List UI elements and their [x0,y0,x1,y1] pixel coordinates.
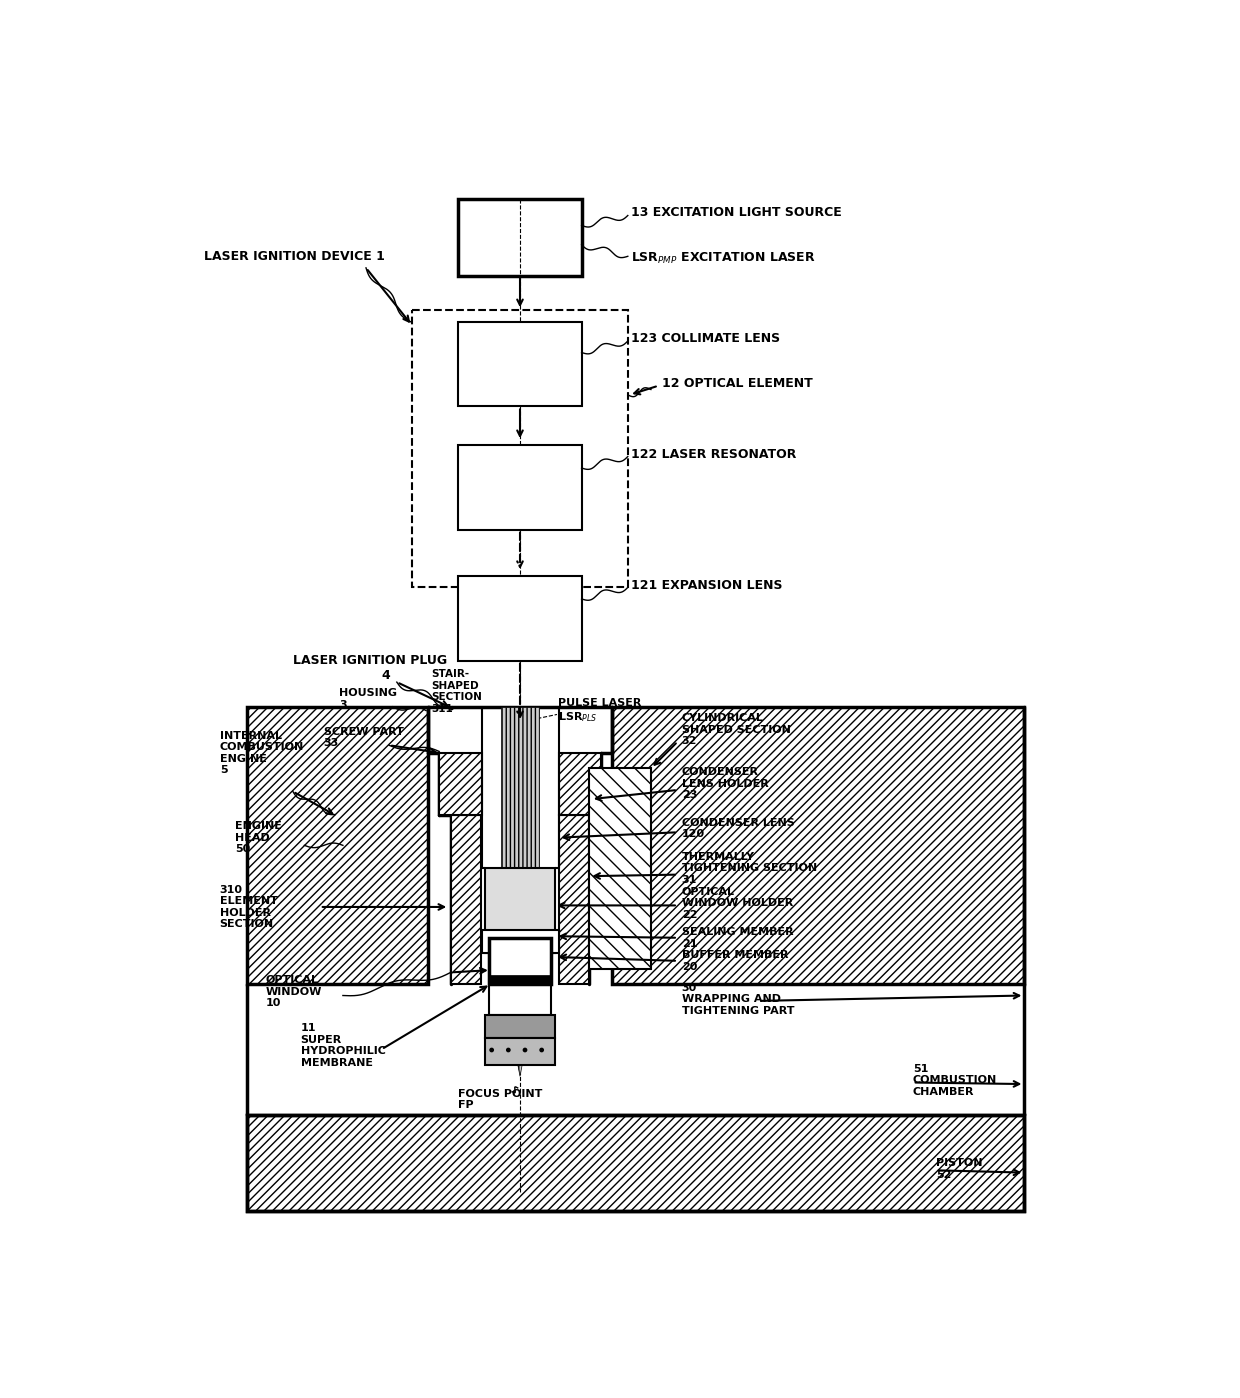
Text: CONDENSER
LENS HOLDER
23: CONDENSER LENS HOLDER 23 [682,768,769,801]
Text: LASER IGNITION DEVICE 1: LASER IGNITION DEVICE 1 [205,250,386,263]
Bar [490,953,551,1015]
Bar [459,199,582,275]
Bar [589,769,651,969]
Text: INTERNAL
COMBUSTION
ENGINE
5: INTERNAL COMBUSTION ENGINE 5 [219,731,304,776]
Polygon shape [501,974,539,1076]
Text: OPTICAL
WINDOW
10: OPTICAL WINDOW 10 [265,974,322,1008]
Text: PULSE LASER
LSR$_{PLS}$: PULSE LASER LSR$_{PLS}$ [558,698,642,724]
Polygon shape [247,707,428,984]
Text: ENGINE
HEAD
50: ENGINE HEAD 50 [236,821,281,854]
Text: LSR$_{PMP}$ EXCITATION LASER: LSR$_{PMP}$ EXCITATION LASER [631,252,816,266]
Bar [459,322,582,407]
Bar [247,1114,1024,1211]
Bar [485,1015,554,1037]
Text: CONDENSER LENS
120: CONDENSER LENS 120 [682,818,795,839]
Text: 13 EXCITATION LIGHT SOURCE: 13 EXCITATION LIGHT SOURCE [631,206,842,219]
Bar [485,868,554,953]
Bar [439,754,481,815]
Text: 11
SUPER
HYDROPHILIC
MEMBRANE: 11 SUPER HYDROPHILIC MEMBRANE [300,1023,386,1068]
Text: 12 OPTICAL ELEMENT: 12 OPTICAL ELEMENT [662,377,812,390]
Text: PISTON
52: PISTON 52 [936,1158,982,1180]
Bar [412,310,627,587]
Bar [459,576,582,661]
Polygon shape [613,707,1024,984]
Text: CYLINDRICAL
SHAPED SECTION
32: CYLINDRICAL SHAPED SECTION 32 [682,713,791,747]
Bar [481,930,558,953]
Text: 30
WRAPPING AND
TIGHTENING PART: 30 WRAPPING AND TIGHTENING PART [682,983,794,1016]
Bar [450,815,481,984]
Text: SEALING MEMBER
21: SEALING MEMBER 21 [682,927,794,949]
Bar [247,1114,1024,1211]
Text: 123 COLLIMATE LENS: 123 COLLIMATE LENS [631,333,780,345]
Text: BUFFER MEMBER
20: BUFFER MEMBER 20 [682,951,789,972]
Bar [490,974,551,984]
Bar [558,815,589,984]
Text: SCREW PART
33: SCREW PART 33 [324,727,403,748]
Text: THERMALLY
TIGHTENING SECTION
31: THERMALLY TIGHTENING SECTION 31 [682,851,817,885]
Bar [485,1037,554,1065]
Bar [558,754,601,815]
Text: 310
ELEMENT
HOLDER
SECTION: 310 ELEMENT HOLDER SECTION [219,885,278,930]
Text: 122 LASER RESONATOR: 122 LASER RESONATOR [631,447,796,461]
Text: 51
COMBUSTION
CHAMBER: 51 COMBUSTION CHAMBER [913,1064,997,1097]
Text: LASER IGNITION PLUG: LASER IGNITION PLUG [293,654,446,667]
Text: HOUSING
3: HOUSING 3 [339,688,397,710]
Text: 4: 4 [382,670,391,682]
Text: STAIR-
SHAPED
SECTION
311: STAIR- SHAPED SECTION 311 [432,670,482,714]
Bar [490,938,551,984]
Text: OPTICAL
WINDOW HOLDER
22: OPTICAL WINDOW HOLDER 22 [682,886,792,920]
Bar [459,445,582,530]
Text: 121 EXPANSION LENS: 121 EXPANSION LENS [631,579,782,591]
Text: FOCUS POINT
FP: FOCUS POINT FP [459,1089,543,1110]
Bar [501,707,539,974]
